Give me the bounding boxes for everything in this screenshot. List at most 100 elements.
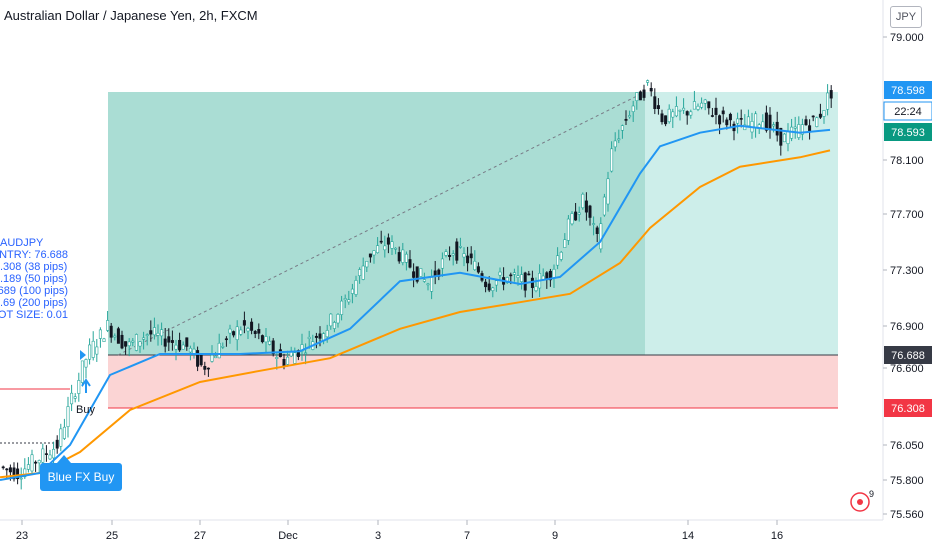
y-tick-label: 77.700 bbox=[890, 209, 924, 221]
candle-body bbox=[282, 359, 286, 367]
candle-body bbox=[59, 428, 63, 447]
candle-body bbox=[516, 275, 520, 278]
candle-body bbox=[624, 118, 628, 121]
candle-body bbox=[336, 314, 340, 324]
candle-body bbox=[131, 340, 135, 343]
candle-body bbox=[343, 298, 347, 301]
x-tick-label: 3 bbox=[375, 530, 381, 542]
candle-body bbox=[52, 448, 56, 459]
candle-body bbox=[505, 277, 509, 283]
loss-zone bbox=[108, 355, 838, 408]
candle-body bbox=[566, 218, 570, 241]
candle-body bbox=[376, 245, 380, 254]
candle-body bbox=[818, 113, 822, 118]
candle-body bbox=[304, 352, 308, 355]
candle-body bbox=[286, 356, 290, 365]
candle-body bbox=[181, 344, 185, 350]
candle-body bbox=[451, 253, 455, 256]
candle-body bbox=[822, 110, 826, 117]
candle-body bbox=[703, 99, 707, 104]
alert-count: 9 bbox=[869, 489, 874, 499]
candle-body bbox=[199, 354, 203, 366]
candle-body bbox=[16, 468, 20, 480]
candle-body bbox=[660, 113, 664, 123]
candle-body bbox=[379, 240, 383, 243]
entry-flag-icon bbox=[80, 350, 86, 360]
candle-body bbox=[426, 283, 430, 286]
candle-body bbox=[653, 96, 657, 109]
candle-body bbox=[534, 286, 538, 292]
blue-fx-buy-button[interactable]: Blue FX Buy bbox=[40, 455, 122, 491]
candle-body bbox=[458, 246, 462, 248]
candle-body bbox=[631, 105, 635, 112]
stop-price-text: 76.308 bbox=[891, 403, 925, 415]
candle-body bbox=[793, 126, 797, 129]
candle-body bbox=[174, 344, 178, 350]
y-tick-label: 76.900 bbox=[890, 321, 924, 333]
candle-body bbox=[62, 426, 66, 439]
y-tick-label: 79.000 bbox=[890, 32, 924, 44]
candle-body bbox=[149, 330, 153, 335]
candle-body bbox=[210, 354, 214, 362]
candle-body bbox=[671, 111, 675, 118]
candle-body bbox=[592, 223, 596, 225]
candle-body bbox=[185, 337, 189, 347]
chart-title: Australian Dollar / Japanese Yen, 2h, FX… bbox=[4, 8, 258, 23]
candle-body bbox=[138, 341, 142, 347]
position-line: .308 (38 pips) bbox=[0, 261, 68, 273]
countdown-text: 22:24 bbox=[894, 106, 922, 118]
profit-zone bbox=[108, 92, 645, 355]
position-line: NTRY: 76.688 bbox=[0, 249, 68, 261]
candle-body bbox=[26, 464, 30, 470]
candle-body bbox=[307, 336, 311, 339]
candle-body bbox=[739, 118, 743, 120]
candle-body bbox=[152, 327, 156, 336]
candle-body bbox=[728, 113, 732, 121]
candle-body bbox=[448, 255, 452, 257]
candle-body bbox=[498, 271, 502, 276]
candle-body bbox=[178, 339, 182, 351]
candle-body bbox=[66, 406, 70, 427]
candle-body bbox=[408, 259, 412, 268]
candle-body bbox=[70, 392, 74, 405]
currency-badge[interactable]: JPY bbox=[890, 6, 922, 28]
position-line: .189 (50 pips) bbox=[0, 273, 68, 285]
candle-body bbox=[55, 439, 59, 449]
y-tick-label: 78.100 bbox=[890, 155, 924, 167]
candle-body bbox=[34, 461, 38, 464]
candle-body bbox=[721, 110, 725, 115]
candle-body bbox=[235, 326, 239, 341]
candle-body bbox=[106, 320, 110, 331]
trend-diagonal bbox=[117, 91, 646, 356]
candle-body bbox=[606, 178, 610, 205]
candle-body bbox=[707, 101, 711, 109]
candle-body bbox=[725, 119, 729, 126]
candle-body bbox=[95, 346, 99, 355]
candle-body bbox=[689, 111, 693, 116]
candle-body bbox=[527, 273, 531, 276]
candle-body bbox=[318, 333, 322, 339]
candle-body bbox=[574, 211, 578, 221]
candle-body bbox=[214, 355, 218, 359]
ma-price-text: 78.593 bbox=[891, 127, 925, 139]
candle-body bbox=[239, 329, 243, 335]
candle-body bbox=[228, 328, 232, 334]
candle-body bbox=[556, 255, 560, 266]
candle-body bbox=[635, 92, 639, 101]
candle-body bbox=[782, 133, 786, 143]
candle-body bbox=[91, 340, 95, 358]
candle-body bbox=[487, 283, 491, 291]
candle-body bbox=[455, 241, 459, 261]
candle-body bbox=[84, 359, 88, 368]
candle-body bbox=[664, 115, 668, 125]
candle-body bbox=[617, 138, 621, 141]
candle-body bbox=[221, 346, 225, 348]
candle-body bbox=[293, 352, 297, 364]
candle-body bbox=[764, 112, 768, 131]
candle-body bbox=[584, 200, 588, 213]
candle-body bbox=[520, 274, 524, 282]
candle-body bbox=[12, 467, 16, 480]
fast-ma-line bbox=[0, 124, 831, 481]
candle-body bbox=[646, 80, 650, 83]
